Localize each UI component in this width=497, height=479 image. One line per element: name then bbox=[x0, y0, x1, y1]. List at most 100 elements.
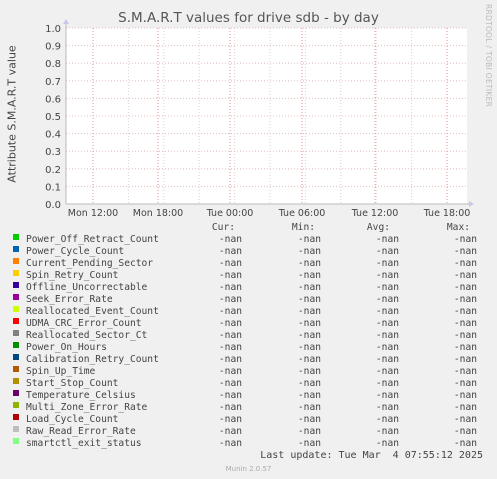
legend-min-value: -nan bbox=[297, 354, 321, 365]
legend-row: Seek_Error_Rate -nan -nan -nan -nan bbox=[0, 294, 497, 306]
legend-column-header: Max: bbox=[446, 222, 470, 233]
legend-row: Multi_Zone_Error_Rate -nan -nan -nan -nan bbox=[0, 402, 497, 414]
legend-min-value: -nan bbox=[297, 318, 321, 329]
legend-avg-value: -nan bbox=[375, 234, 399, 245]
legend-series-name: Spin_Retry_Count bbox=[26, 270, 119, 281]
legend-max-value: -nan bbox=[453, 342, 477, 353]
legend-min-value: -nan bbox=[297, 294, 321, 305]
legend-avg-value: -nan bbox=[375, 306, 399, 317]
legend-avg-value: -nan bbox=[375, 402, 399, 413]
legend-series-name: Raw_Read_Error_Rate bbox=[26, 426, 136, 437]
x-tick-label: Tue 18:00 bbox=[423, 208, 471, 219]
legend-cur-value: -nan bbox=[218, 378, 242, 389]
legend-avg-value: -nan bbox=[375, 294, 399, 305]
legend-cur-value: -nan bbox=[218, 306, 242, 317]
legend-series-name: Reallocated_Sector_Ct bbox=[26, 330, 148, 341]
legend-min-value: -nan bbox=[297, 438, 321, 449]
y-tick-label: 0.1 bbox=[45, 182, 61, 193]
legend-row: Load_Cycle_Count -nan -nan -nan -nan bbox=[0, 414, 497, 426]
legend-min-value: -nan bbox=[297, 258, 321, 269]
legend-cur-value: -nan bbox=[218, 330, 242, 341]
legend-swatch bbox=[13, 270, 19, 276]
legend-series-name: Reallocated_Event_Count bbox=[26, 306, 159, 317]
legend-swatch bbox=[13, 330, 19, 336]
legend-swatch bbox=[13, 294, 19, 300]
legend-swatch bbox=[13, 246, 19, 252]
legend-min-value: -nan bbox=[297, 234, 321, 245]
legend-header: Cur: Min: Avg: Max: bbox=[0, 222, 497, 234]
legend-cur-value: -nan bbox=[218, 282, 242, 293]
legend-row: Current_Pending_Sector -nan -nan -nan -nan bbox=[0, 258, 497, 270]
legend-avg-value: -nan bbox=[375, 342, 399, 353]
legend-avg-value: -nan bbox=[375, 378, 399, 389]
legend-series-name: Temperature_Celsius bbox=[26, 390, 136, 401]
legend-series-name: smartctl_exit_status bbox=[26, 438, 142, 449]
legend-row: Start_Stop_Count -nan -nan -nan -nan bbox=[0, 378, 497, 390]
y-tick-label: 0.2 bbox=[45, 165, 61, 176]
legend-cur-value: -nan bbox=[218, 318, 242, 329]
y-tick-label: 0.6 bbox=[45, 94, 61, 105]
legend-cur-value: -nan bbox=[218, 426, 242, 437]
legend-series-name: Multi_Zone_Error_Rate bbox=[26, 402, 148, 413]
legend-row: Power_Cycle_Count -nan -nan -nan -nan bbox=[0, 246, 497, 258]
y-tick-label: 0.4 bbox=[45, 130, 61, 141]
legend-row: Reallocated_Sector_Ct -nan -nan -nan -nan bbox=[0, 330, 497, 342]
legend-swatch bbox=[13, 234, 19, 240]
legend-row: Power_On_Hours -nan -nan -nan -nan bbox=[0, 342, 497, 354]
munin-version: Munin 2.0.57 bbox=[225, 465, 272, 473]
legend-min-value: -nan bbox=[297, 270, 321, 281]
legend-min-value: -nan bbox=[297, 306, 321, 317]
legend-max-value: -nan bbox=[453, 390, 477, 401]
legend-max-value: -nan bbox=[453, 414, 477, 425]
last-update: Last update: Tue Mar 4 07:55:12 2025 bbox=[260, 450, 483, 461]
legend-cur-value: -nan bbox=[218, 294, 242, 305]
legend-avg-value: -nan bbox=[375, 366, 399, 377]
legend-row: Calibration_Retry_Count -nan -nan -nan -nan bbox=[0, 354, 497, 366]
legend-row: smartctl_exit_status -nan -nan -nan -nan bbox=[0, 438, 497, 450]
legend-row: UDMA_CRC_Error_Count -nan -nan -nan -nan bbox=[0, 318, 497, 330]
legend-avg-value: -nan bbox=[375, 246, 399, 257]
legend-max-value: -nan bbox=[453, 438, 477, 449]
legend-series-name: Start_Stop_Count bbox=[26, 378, 119, 389]
legend-max-value: -nan bbox=[453, 294, 477, 305]
legend-series-name: Seek_Error_Rate bbox=[26, 294, 113, 305]
legend-swatch bbox=[13, 390, 19, 396]
legend-swatch bbox=[13, 282, 19, 288]
legend-max-value: -nan bbox=[453, 378, 477, 389]
legend-avg-value: -nan bbox=[375, 258, 399, 269]
legend-max-value: -nan bbox=[453, 282, 477, 293]
legend-cur-value: -nan bbox=[218, 258, 242, 269]
legend-series-name: Current_Pending_Sector bbox=[26, 258, 154, 269]
legend-min-value: -nan bbox=[297, 378, 321, 389]
legend-swatch bbox=[13, 414, 19, 420]
legend-min-value: -nan bbox=[297, 366, 321, 377]
legend-column-header: Cur: bbox=[211, 222, 235, 233]
y-tick-label: 1.0 bbox=[45, 24, 61, 35]
legend-max-value: -nan bbox=[453, 306, 477, 317]
legend-row: Spin_Up_Time -nan -nan -nan -nan bbox=[0, 366, 497, 378]
legend-min-value: -nan bbox=[297, 330, 321, 341]
legend-series-name: Power_On_Hours bbox=[26, 342, 107, 353]
legend-avg-value: -nan bbox=[375, 438, 399, 449]
legend-series-name: UDMA_CRC_Error_Count bbox=[26, 318, 142, 329]
legend-max-value: -nan bbox=[453, 330, 477, 341]
legend-row: Reallocated_Event_Count -nan -nan -nan -nan bbox=[0, 306, 497, 318]
y-tick-label: 0.8 bbox=[45, 59, 61, 70]
legend-swatch bbox=[13, 378, 19, 384]
legend-cur-value: -nan bbox=[218, 402, 242, 413]
legend-avg-value: -nan bbox=[375, 270, 399, 281]
y-tick-label: 0.7 bbox=[45, 77, 61, 88]
legend-swatch bbox=[13, 318, 19, 324]
rrdtool-credit: RRDTOOL / TOBI OETIKER bbox=[484, 4, 493, 108]
legend-series-name: Spin_Up_Time bbox=[26, 366, 96, 377]
y-tick-label: 0.5 bbox=[45, 112, 61, 123]
legend-cur-value: -nan bbox=[218, 438, 242, 449]
legend-swatch bbox=[13, 258, 19, 264]
legend-avg-value: -nan bbox=[375, 330, 399, 341]
x-tick-label: Tue 12:00 bbox=[351, 208, 399, 219]
y-tick-label: 0.3 bbox=[45, 147, 61, 158]
legend-avg-value: -nan bbox=[375, 414, 399, 425]
legend-column-header: Avg: bbox=[366, 222, 390, 233]
legend-min-value: -nan bbox=[297, 426, 321, 437]
